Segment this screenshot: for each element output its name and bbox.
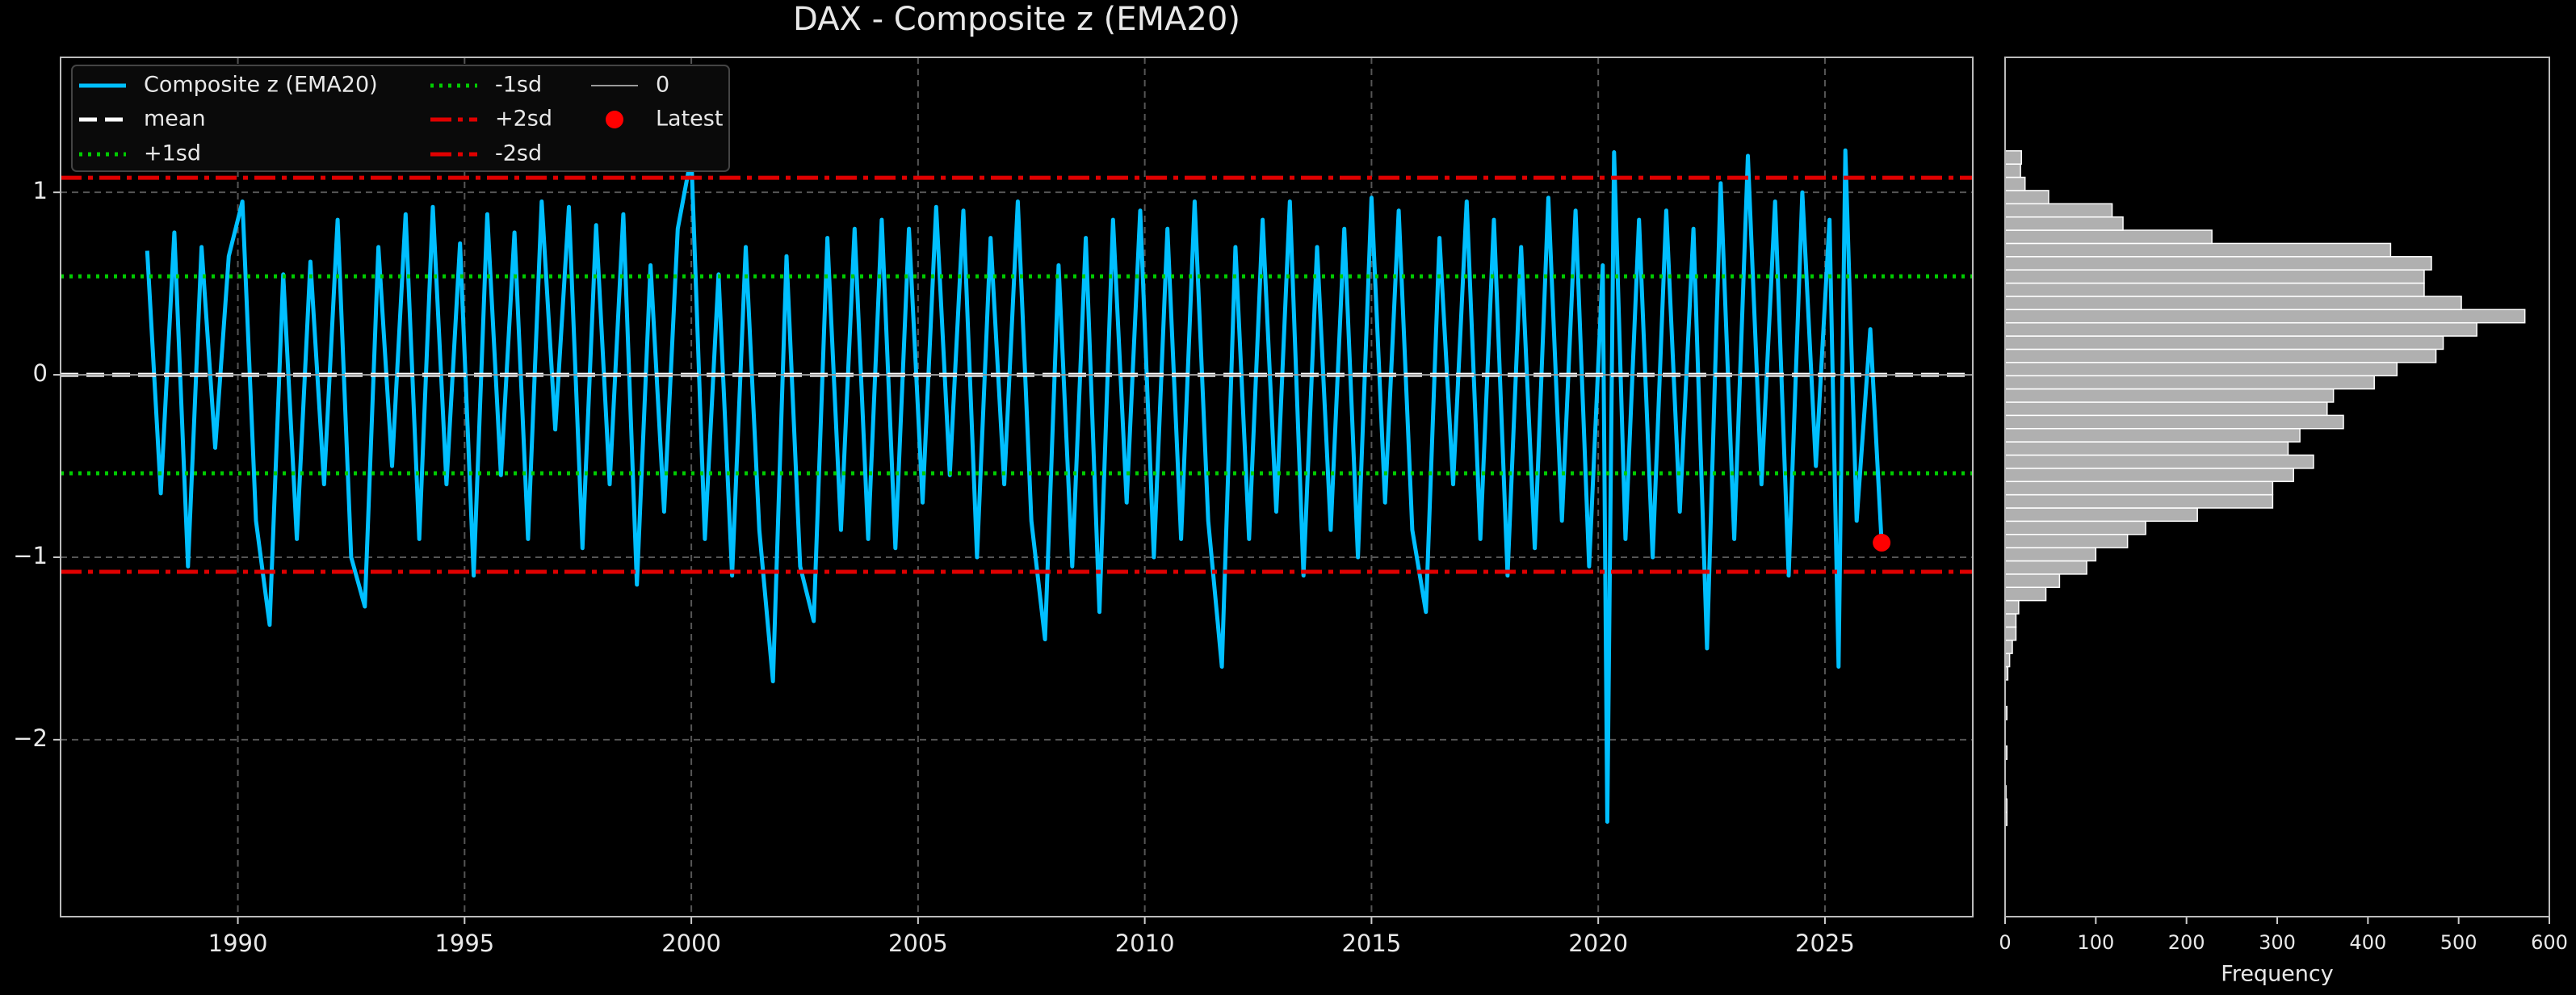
y-tick-label: −1 <box>13 542 48 569</box>
x-tick-label: 400 <box>2349 931 2386 954</box>
legend-label: +1sd <box>144 141 201 166</box>
x-tick-label: 2010 <box>1115 930 1175 957</box>
x-tick-label: 500 <box>2440 931 2477 954</box>
x-tick-label: 200 <box>2168 931 2205 954</box>
histogram-bar <box>2004 507 2198 523</box>
histogram-bar <box>2004 256 2432 271</box>
x-axis-label: Frequency <box>2221 962 2334 987</box>
x-tick-label: 100 <box>2077 931 2114 954</box>
histogram-bar <box>2004 599 2020 615</box>
y-tick-label: −2 <box>13 724 48 752</box>
x-tick-label: 600 <box>2531 931 2568 954</box>
x-tick-label: 2015 <box>1341 930 1401 957</box>
x-tick-label: 1990 <box>208 930 268 957</box>
histogram-bar <box>2004 309 2526 324</box>
histogram-bar <box>2004 229 2213 245</box>
histogram-bar <box>2004 640 2013 654</box>
histogram-bar <box>2004 163 2021 178</box>
y-tick-label: 1 <box>33 177 48 204</box>
histogram-bar <box>2004 348 2437 363</box>
histogram-bar <box>2004 362 2398 376</box>
histogram-bar <box>2004 216 2124 231</box>
x-tick-label: 2000 <box>661 930 721 957</box>
histogram-bar <box>2004 626 2017 641</box>
histogram-bar <box>2004 533 2129 548</box>
histogram-bar <box>2004 269 2425 284</box>
histogram-bar <box>2004 176 2026 191</box>
histogram-bar <box>2004 150 2022 165</box>
legend-label: -2sd <box>495 141 542 166</box>
histogram-bar <box>2004 468 2294 482</box>
legend-swatch <box>606 111 623 128</box>
x-tick-label: 2025 <box>1795 930 1855 957</box>
legend-label: Latest <box>656 107 723 132</box>
legend-label: mean <box>144 107 206 132</box>
legend-label: 0 <box>656 73 669 98</box>
histogram-bar <box>2004 520 2146 535</box>
histogram-bar <box>2004 203 2113 218</box>
legend-label: -1sd <box>495 73 542 98</box>
x-tick-label: 1995 <box>434 930 494 957</box>
x-tick-label: 0 <box>1999 931 2011 954</box>
histogram-bar <box>2004 427 2301 443</box>
chart-title: DAX - Composite z (EMA20) <box>793 1 1240 38</box>
histogram-bar <box>2004 321 2477 337</box>
series-line <box>145 148 1884 824</box>
x-tick-label: 300 <box>2259 931 2296 954</box>
x-tick-label: 2020 <box>1568 930 1628 957</box>
plot-frame <box>60 57 1974 917</box>
histogram-bar <box>2004 573 2061 588</box>
histogram-bar <box>2004 242 2392 258</box>
plot-frame <box>2004 57 2550 917</box>
legend-label: Composite z (EMA20) <box>144 73 378 98</box>
histogram-bar <box>2004 547 2097 562</box>
histogram-bar <box>2004 613 2017 628</box>
legend-box <box>71 65 730 172</box>
histogram-bar <box>2004 388 2335 403</box>
legend-label: +2sd <box>495 107 552 132</box>
histogram-bar <box>2004 190 2049 205</box>
histogram-bar <box>2004 586 2047 602</box>
histogram-bar <box>2004 454 2314 469</box>
x-tick-label: 2005 <box>888 930 948 957</box>
y-tick-label: 0 <box>33 359 48 387</box>
histogram-bar <box>2004 282 2425 297</box>
latest-point <box>1873 533 1891 552</box>
histogram-bar <box>2004 441 2289 456</box>
histogram-bar <box>2004 560 2087 575</box>
histogram-bar <box>2004 414 2344 430</box>
histogram-bar <box>2004 401 2328 417</box>
histogram-bar <box>2004 481 2274 496</box>
histogram-bar <box>2004 296 2462 311</box>
histogram-bar <box>2004 493 2274 509</box>
histogram-bar <box>2004 335 2444 351</box>
histogram-bar <box>2004 375 2375 390</box>
